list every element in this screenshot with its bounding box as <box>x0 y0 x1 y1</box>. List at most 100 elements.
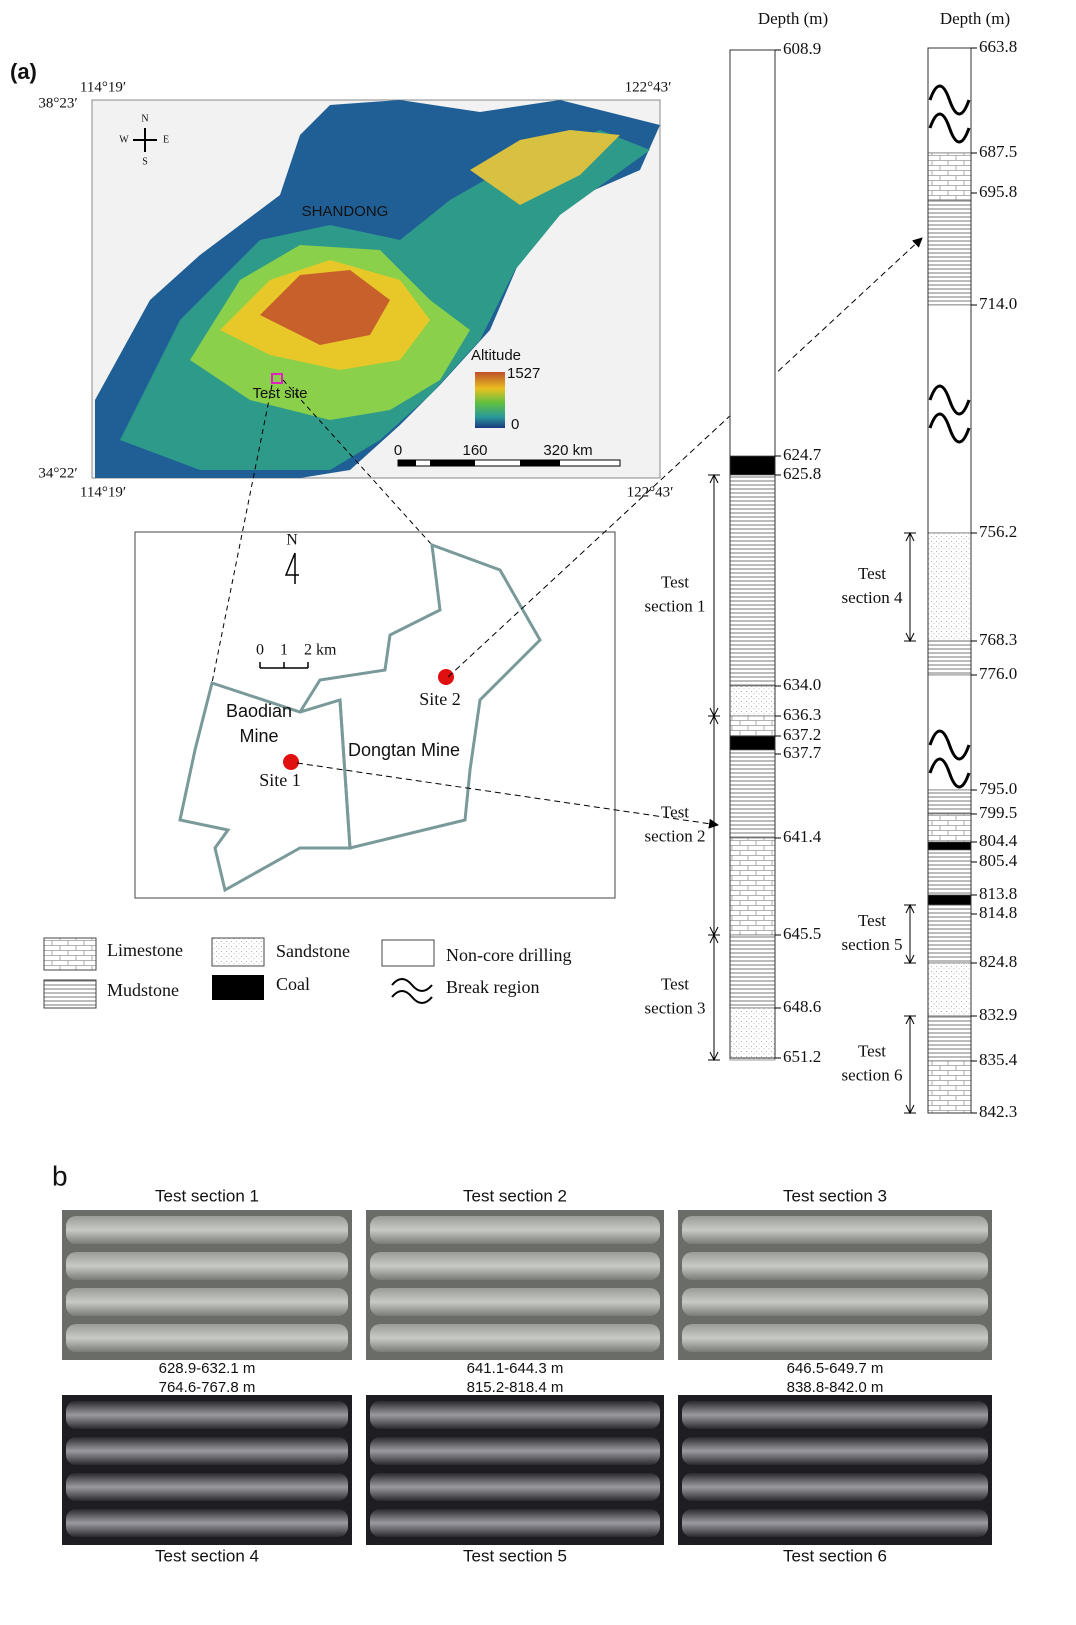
legend: Limestone Mudstone Sandstone Coal Non-co… <box>44 938 571 1008</box>
colorbar-min: 0 <box>511 416 519 433</box>
test-section-bracket <box>904 1016 916 1113</box>
colorbar-title: Altitude <box>471 347 521 364</box>
test-section-bracket <box>708 475 720 716</box>
depth-label: 663.8 <box>979 37 1017 56</box>
test-section-bracket <box>904 533 916 641</box>
depth-label: 799.5 <box>979 803 1017 822</box>
core-row <box>370 1509 660 1537</box>
core-row <box>370 1324 660 1352</box>
core-row <box>370 1401 660 1429</box>
compass-label: W <box>119 134 129 145</box>
site-label: Site 2 <box>419 689 461 709</box>
coord: 122°43′ <box>627 484 674 500</box>
legend-label: Break region <box>446 977 539 997</box>
test-section-label: Test <box>661 974 689 993</box>
depth-label: 813.8 <box>979 884 1017 903</box>
scale-label: 320 km <box>543 442 592 459</box>
photo-title: Test section 4 <box>155 1546 259 1565</box>
depth-label: 795.0 <box>979 779 1017 798</box>
compass-label: E <box>163 134 169 145</box>
depth-label: 714.0 <box>979 294 1017 313</box>
legend-label: Non-core drilling <box>446 945 571 965</box>
lithology-layer <box>928 895 971 905</box>
coord: 122°43′ <box>625 79 672 95</box>
core-photo <box>366 1210 664 1360</box>
photo-title: Test section 5 <box>463 1546 567 1565</box>
coord: 114°19′ <box>80 484 126 500</box>
lithology-layer <box>730 736 775 750</box>
core-row <box>66 1288 348 1316</box>
photo-range: 628.9-632.1 m <box>159 1360 256 1377</box>
lithology-layer <box>928 1061 971 1113</box>
test-section-bracket <box>708 935 720 1060</box>
core-row <box>66 1473 348 1501</box>
depth-label: 637.7 <box>783 743 822 762</box>
lithology-layer <box>928 1016 971 1061</box>
lithology-layer <box>730 456 775 475</box>
test-section-label: section 6 <box>842 1065 903 1084</box>
strat-column: Depth (m)608.9624.7625.8634.0636.3637.26… <box>645 9 829 1066</box>
core-photo <box>366 1395 664 1545</box>
depth-label: 776.0 <box>979 664 1017 683</box>
depth-label: 695.8 <box>979 182 1017 201</box>
depth-label: 804.4 <box>979 831 1018 850</box>
colorbar-max: 1527 <box>507 365 540 382</box>
depth-label: 624.7 <box>783 445 822 464</box>
inset-scale: 0 <box>256 642 264 659</box>
inset-scale: 2 km <box>304 642 337 659</box>
scale-label: 160 <box>462 442 487 459</box>
core-row <box>682 1473 988 1501</box>
test-section-bracket <box>904 905 916 963</box>
depth-label: 768.3 <box>979 630 1017 649</box>
core-row <box>682 1288 988 1316</box>
depth-label: 805.4 <box>979 851 1018 870</box>
lithology-layer <box>928 905 971 963</box>
core-row <box>66 1324 348 1352</box>
core-row <box>682 1252 988 1280</box>
core-row <box>682 1216 988 1244</box>
map <box>92 100 660 478</box>
coord: 38°23′ <box>38 95 77 111</box>
depth-label: 637.2 <box>783 725 821 744</box>
depth-label: 625.8 <box>783 464 821 483</box>
core-row <box>682 1401 988 1429</box>
panel-label: (a) <box>10 59 37 84</box>
core-photo <box>62 1210 352 1360</box>
core-row <box>66 1216 348 1244</box>
lithology-layer <box>928 641 971 675</box>
lithology-layer <box>928 200 971 305</box>
lithology-layer <box>730 50 775 456</box>
compass-label: S <box>142 156 148 167</box>
core-photo <box>678 1395 992 1545</box>
core-row <box>370 1252 660 1280</box>
photo-title: Test section 6 <box>783 1546 887 1565</box>
photo-title: Test section 2 <box>463 1186 567 1205</box>
lithology-layer <box>928 153 971 200</box>
inset-north: N <box>286 532 298 549</box>
test-section-label: Test <box>661 802 689 821</box>
panel-label: b <box>52 1160 68 1191</box>
mine-label: Baodian <box>226 701 292 721</box>
depth-label: 608.9 <box>783 39 821 58</box>
photo-range: 764.6-767.8 m <box>159 1379 256 1396</box>
core-row <box>370 1288 660 1316</box>
test-section-label: section 4 <box>842 588 903 607</box>
depth-label: 835.4 <box>979 1050 1018 1069</box>
test-section-label: section 2 <box>645 826 706 845</box>
test-section-label: section 1 <box>645 596 706 615</box>
column-header: Depth (m) <box>758 9 828 28</box>
core-photo <box>678 1210 992 1360</box>
test-site-label: Test site <box>252 385 307 402</box>
lithology-layer <box>730 1008 775 1060</box>
depth-label: 824.8 <box>979 952 1017 971</box>
depth-label: 648.6 <box>783 997 821 1016</box>
depth-label: 651.2 <box>783 1047 821 1066</box>
photo-range: 815.2-818.4 m <box>467 1379 564 1396</box>
legend-label: Mudstone <box>107 980 179 1000</box>
coord: 34°22′ <box>38 465 77 481</box>
test-section-label: Test <box>858 564 886 583</box>
core-row <box>66 1509 348 1537</box>
depth-label: 636.3 <box>783 705 821 724</box>
legend-label: Limestone <box>107 940 183 960</box>
site-label: Site 1 <box>259 770 301 790</box>
